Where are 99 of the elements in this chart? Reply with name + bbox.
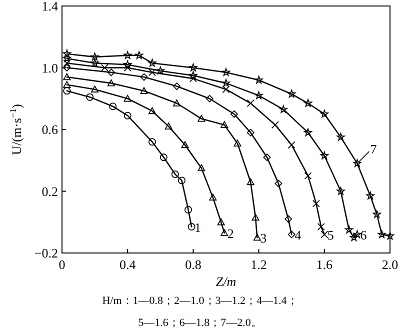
point <box>148 138 156 146</box>
y-tick-label: 0.2 <box>42 184 58 199</box>
annotation: 2 <box>227 226 234 241</box>
point <box>274 180 282 188</box>
annotation: 4 <box>294 227 302 242</box>
annotation: 5 <box>327 227 334 242</box>
point <box>222 68 230 76</box>
point <box>107 79 115 86</box>
x-tick-label: 1.6 <box>316 257 334 272</box>
point <box>336 132 345 141</box>
point <box>350 233 358 242</box>
point <box>156 66 164 74</box>
point <box>124 94 132 102</box>
point <box>288 90 296 98</box>
point <box>222 78 230 87</box>
point <box>206 94 214 102</box>
point <box>317 223 325 231</box>
point <box>124 51 132 59</box>
point <box>234 140 242 146</box>
point <box>62 54 71 62</box>
point <box>124 112 132 120</box>
point <box>135 51 144 59</box>
point <box>63 73 71 80</box>
point <box>164 122 172 130</box>
text: 5—1.6；6—1.8；7—2.0。 <box>138 317 262 329</box>
y-tick-label: 1.0 <box>42 60 58 76</box>
x-tick-label: 0 <box>58 257 66 272</box>
point <box>246 178 254 186</box>
point <box>90 52 99 60</box>
point <box>148 107 156 114</box>
point <box>378 230 386 238</box>
point <box>279 105 288 113</box>
x-tick-label: 0.8 <box>185 257 202 272</box>
y-tick-label: −0.2 <box>34 246 58 260</box>
point <box>366 192 374 200</box>
point <box>230 110 238 118</box>
point <box>160 154 168 162</box>
point <box>178 176 186 184</box>
y-tick-label: 0.6 <box>42 122 58 137</box>
point <box>320 230 328 238</box>
point <box>304 172 312 180</box>
point <box>184 206 192 214</box>
point <box>198 114 206 122</box>
point <box>284 215 292 223</box>
x-axis-title: Z/m <box>216 274 236 289</box>
point <box>252 214 260 221</box>
point <box>148 58 156 67</box>
point <box>107 68 115 76</box>
point <box>209 194 217 201</box>
annotation: 1 <box>194 220 202 235</box>
point <box>220 229 228 236</box>
point <box>304 99 312 107</box>
point <box>312 200 320 208</box>
point <box>140 73 148 81</box>
point <box>148 68 156 76</box>
point <box>217 218 225 226</box>
point <box>320 110 328 118</box>
point <box>86 93 94 101</box>
point <box>198 164 206 172</box>
point <box>189 64 198 72</box>
point <box>63 80 71 88</box>
point <box>124 60 132 68</box>
point <box>288 141 296 149</box>
point <box>246 128 254 136</box>
point <box>140 87 148 94</box>
y-tick-label: 1.4 <box>42 0 58 14</box>
text: H/m：1—0.8；2—1.0；3—1.2；4—1.4； <box>102 295 298 307</box>
point <box>263 154 271 162</box>
point <box>181 141 189 148</box>
point <box>254 76 263 84</box>
point <box>336 187 345 195</box>
x-tick-label: 1.2 <box>250 257 267 272</box>
point <box>222 86 230 94</box>
point <box>254 91 263 100</box>
point <box>353 159 362 167</box>
point <box>171 170 179 178</box>
annotation: 3 <box>260 230 267 246</box>
point <box>173 100 181 106</box>
point <box>189 71 198 79</box>
point <box>62 50 71 58</box>
point <box>320 152 328 160</box>
point <box>91 86 99 92</box>
point <box>63 87 71 95</box>
point <box>188 223 196 231</box>
point <box>253 234 261 241</box>
point <box>372 210 381 218</box>
x-tick-label: 2.0 <box>382 257 398 272</box>
point <box>173 82 181 90</box>
point <box>246 100 254 108</box>
point <box>90 58 99 67</box>
point <box>220 121 228 128</box>
point <box>344 226 354 234</box>
point <box>386 232 394 240</box>
point <box>100 64 108 72</box>
annotation: 6 <box>360 227 368 242</box>
point <box>304 128 312 136</box>
annotation: 7 <box>370 141 378 156</box>
point <box>109 102 117 110</box>
x-tick-label: 0.4 <box>119 257 136 272</box>
